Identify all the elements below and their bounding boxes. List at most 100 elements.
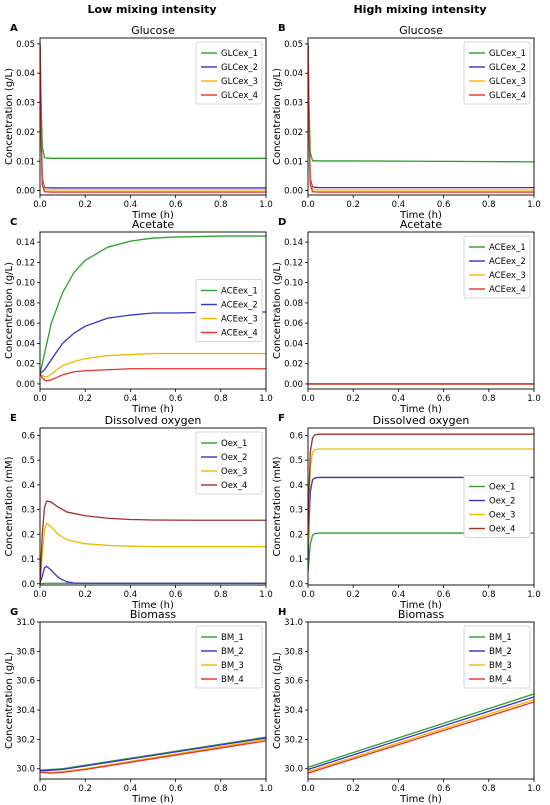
x-tick-label: 0.6 bbox=[437, 784, 451, 794]
x-tick-label: 0.4 bbox=[124, 394, 138, 404]
chart-title: Dissolved oxygen bbox=[373, 414, 470, 427]
y-tick-label: 0.01 bbox=[284, 157, 303, 167]
y-tick-label: 0.4 bbox=[21, 481, 35, 491]
legend-label: BM_3 bbox=[489, 661, 512, 671]
series-line-glcex-4 bbox=[308, 43, 534, 193]
legend-box bbox=[195, 625, 263, 689]
chart-title: Biomass bbox=[398, 608, 445, 621]
x-tick-label: 0.0 bbox=[301, 590, 315, 600]
legend-label: GLCex_1 bbox=[489, 49, 526, 59]
legend-box bbox=[195, 431, 263, 495]
y-tick-label: 0.5 bbox=[21, 456, 35, 466]
y-tick-label: 30.4 bbox=[284, 706, 303, 716]
panel-b: B Glucose Time (h) Concentration (g/L) 0.0 0.… bbox=[272, 23, 541, 221]
y-tick-label: 0.04 bbox=[284, 339, 303, 349]
legend-label: ACEex_3 bbox=[221, 315, 258, 325]
x-tick-label: 1.0 bbox=[527, 200, 541, 210]
chart-title: Glucose bbox=[131, 24, 175, 37]
x-tick-label: 1.0 bbox=[259, 394, 273, 404]
y-tick-label: 0.3 bbox=[21, 506, 35, 516]
legend-label: Oex_2 bbox=[221, 453, 247, 463]
legend-label: GLCex_4 bbox=[221, 91, 258, 101]
plot-frame bbox=[39, 37, 267, 196]
panel-letter: D bbox=[278, 217, 286, 228]
legend: Oex_1 Oex_2 Oex_3 Oex_4 bbox=[195, 431, 263, 495]
y-tick-label: 0.04 bbox=[16, 339, 35, 349]
y-tick-label: 0.5 bbox=[289, 456, 303, 466]
series-group bbox=[40, 736, 266, 774]
x-tick-label: 0.6 bbox=[437, 590, 451, 600]
series-line-oex-2 bbox=[40, 565, 266, 584]
legend: BM_1 BM_2 BM_3 BM_4 bbox=[463, 625, 531, 689]
y-tick-label: 0.04 bbox=[16, 69, 35, 79]
series-line-bm-1 bbox=[40, 736, 266, 771]
x-tick-label: 1.0 bbox=[259, 200, 273, 210]
legend-label: GLCex_1 bbox=[221, 49, 258, 59]
y-tick-label: 0.6 bbox=[289, 431, 303, 441]
x-tick-label: 1.0 bbox=[259, 784, 273, 794]
legend-label: ACEex_1 bbox=[489, 243, 526, 253]
x-tick-label: 0.8 bbox=[482, 784, 496, 794]
y-tick-label: 0.02 bbox=[16, 128, 35, 138]
legend-label: ACEex_2 bbox=[489, 257, 526, 267]
y-tick-label: 0.03 bbox=[284, 99, 303, 109]
panel-letter: G bbox=[10, 607, 18, 618]
x-tick-label: 0.4 bbox=[392, 394, 406, 404]
series-group bbox=[308, 433, 534, 572]
legend-label: BM_1 bbox=[221, 633, 244, 643]
y-axis-label: Concentration (g/L) bbox=[4, 652, 15, 749]
y-tick-label: 0.01 bbox=[16, 157, 35, 167]
y-tick-label: 0.2 bbox=[21, 530, 35, 540]
legend-label: ACEex_4 bbox=[489, 285, 526, 295]
legend: ACEex_1 ACEex_2 ACEex_3 ACEex_4 bbox=[463, 235, 531, 299]
y-tick-label: 0.6 bbox=[21, 431, 35, 441]
y-tick-label: 30.8 bbox=[16, 647, 35, 657]
x-tick-label: 0.0 bbox=[301, 784, 315, 794]
x-tick-label: 0.8 bbox=[214, 394, 228, 404]
panel-letter: A bbox=[10, 23, 18, 34]
panel-e: E Dissolved oxygen Time (h) Concentration (… bbox=[4, 413, 273, 611]
legend-label: Oex_1 bbox=[489, 483, 515, 493]
panel-a: A Glucose Time (h) Concentration (g/L) 0.0 0.… bbox=[4, 23, 273, 221]
legend-label: GLCex_4 bbox=[489, 91, 526, 101]
x-tick-label: 1.0 bbox=[527, 590, 541, 600]
y-tick-label: 0.06 bbox=[284, 319, 303, 329]
x-tick-label: 0.4 bbox=[124, 784, 138, 794]
y-axis-label: Concentration (g/L) bbox=[272, 652, 283, 749]
y-tick-label: 0.06 bbox=[16, 319, 35, 329]
x-axis-label: Time (h) bbox=[131, 210, 174, 221]
series-line-bm-2 bbox=[40, 737, 266, 772]
legend-label: BM_2 bbox=[489, 647, 512, 657]
x-axis-label: Time (h) bbox=[399, 210, 442, 221]
x-tick-label: 0.2 bbox=[78, 394, 92, 404]
x-tick-label: 1.0 bbox=[259, 590, 273, 600]
y-tick-label: 0.00 bbox=[16, 187, 35, 197]
series-line-bm-4 bbox=[40, 740, 266, 774]
x-tick-label: 0.0 bbox=[33, 200, 47, 210]
series-group bbox=[40, 43, 266, 193]
series-group bbox=[40, 235, 266, 382]
x-tick-label: 0.2 bbox=[78, 784, 92, 794]
plot-frame bbox=[39, 427, 267, 586]
series-line-aceex-1 bbox=[40, 235, 266, 374]
x-axis-label: Time (h) bbox=[131, 404, 174, 415]
x-tick-label: 0.4 bbox=[124, 200, 138, 210]
series-line-aceex-2 bbox=[40, 311, 266, 375]
plot-frame bbox=[39, 621, 267, 780]
legend-label: Oex_3 bbox=[221, 467, 247, 477]
x-axis-label: Time (h) bbox=[131, 600, 174, 611]
x-tick-label: 0.4 bbox=[392, 590, 406, 600]
panel-d: D Acetate Time (h) Concentration (g/L) 0.0 0.… bbox=[272, 217, 541, 415]
series-line-bm-2 bbox=[308, 696, 534, 771]
panel-letter: B bbox=[278, 23, 286, 34]
y-tick-label: 30.8 bbox=[284, 647, 303, 657]
chart-title: Acetate bbox=[400, 218, 443, 231]
x-tick-label: 1.0 bbox=[527, 784, 541, 794]
legend-label: ACEex_4 bbox=[221, 329, 258, 339]
legend-box bbox=[463, 235, 531, 299]
series-line-bm-4 bbox=[308, 701, 534, 774]
x-tick-label: 0.6 bbox=[169, 200, 183, 210]
x-tick-label: 0.8 bbox=[214, 784, 228, 794]
y-tick-label: 0.02 bbox=[284, 128, 303, 138]
